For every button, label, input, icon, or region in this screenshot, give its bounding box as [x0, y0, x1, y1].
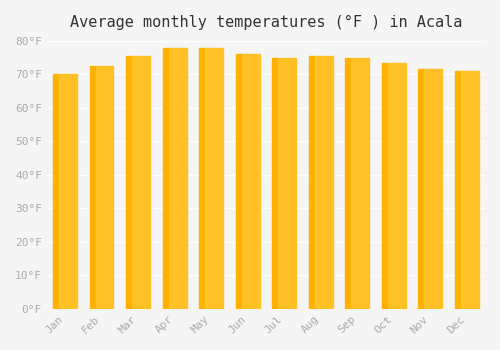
Bar — [315, 56, 332, 309]
Bar — [309, 56, 315, 309]
Bar — [382, 63, 388, 309]
Bar — [278, 58, 296, 309]
Bar — [96, 66, 114, 309]
Title: Average monthly temperatures (°F ) in Acala: Average monthly temperatures (°F ) in Ac… — [70, 15, 462, 30]
Bar — [272, 58, 296, 309]
Bar — [382, 63, 406, 309]
Bar — [200, 48, 223, 309]
Bar — [168, 48, 186, 309]
Bar — [54, 75, 77, 309]
Bar — [236, 54, 260, 309]
Bar — [388, 63, 406, 309]
Bar — [163, 48, 168, 309]
Bar — [418, 69, 424, 309]
Bar — [461, 71, 478, 309]
Bar — [132, 56, 150, 309]
Bar — [418, 69, 442, 309]
Bar — [126, 56, 150, 309]
Bar — [455, 71, 461, 309]
Bar — [205, 48, 223, 309]
Bar — [126, 56, 132, 309]
Bar — [242, 54, 260, 309]
Bar — [54, 75, 59, 309]
Bar — [346, 58, 352, 309]
Bar — [309, 56, 332, 309]
Bar — [236, 54, 242, 309]
Bar — [346, 58, 369, 309]
Bar — [200, 48, 205, 309]
Bar — [59, 75, 77, 309]
Bar — [352, 58, 369, 309]
Bar — [455, 71, 478, 309]
Bar — [163, 48, 186, 309]
Bar — [90, 66, 96, 309]
Bar — [90, 66, 114, 309]
Bar — [272, 58, 278, 309]
Bar — [424, 69, 442, 309]
